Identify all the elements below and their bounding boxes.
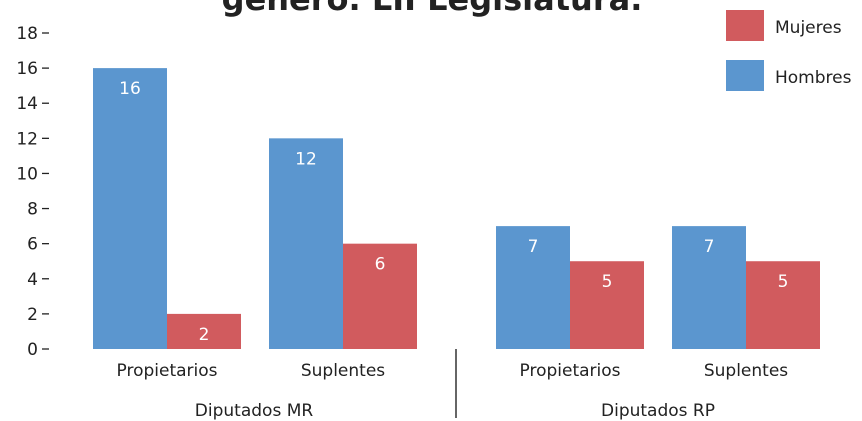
bar bbox=[167, 313, 241, 349]
value-label: 5 bbox=[778, 272, 789, 292]
y-tick-label: 2 bbox=[27, 305, 38, 325]
y-tick-label: 14 bbox=[16, 94, 38, 114]
value-label: 5 bbox=[602, 272, 613, 292]
value-label: 7 bbox=[704, 237, 715, 257]
value-label: 7 bbox=[528, 237, 539, 257]
x-tick-label: Suplentes bbox=[704, 361, 788, 381]
legend-label: Mujeres bbox=[775, 18, 842, 38]
bar bbox=[93, 68, 167, 349]
legend-label: Hombres bbox=[775, 68, 852, 88]
y-tick-label: 16 bbox=[16, 59, 38, 79]
y-tick-label: 12 bbox=[16, 129, 38, 149]
legend-swatch bbox=[726, 10, 764, 41]
y-tick-label: 0 bbox=[27, 340, 38, 360]
legend-swatch bbox=[726, 60, 764, 91]
bar bbox=[496, 226, 570, 349]
group-label: Diputados MR bbox=[195, 401, 314, 421]
y-tick-label: 10 bbox=[16, 164, 38, 184]
x-tick-label: Propietarios bbox=[117, 361, 218, 381]
value-label: 12 bbox=[295, 149, 317, 169]
y-tick-label: 4 bbox=[27, 270, 38, 290]
bar bbox=[343, 243, 417, 349]
x-tick-label: Suplentes bbox=[301, 361, 385, 381]
value-label: 16 bbox=[119, 79, 141, 99]
bar bbox=[672, 226, 746, 349]
bar bbox=[269, 138, 343, 349]
x-tick-label: Propietarios bbox=[520, 361, 621, 381]
group-label: Diputados RP bbox=[601, 401, 715, 421]
bar bbox=[746, 261, 820, 349]
chart-title: género. LII Legislatura. bbox=[222, 0, 643, 18]
value-label: 2 bbox=[199, 325, 210, 345]
value-label: 6 bbox=[375, 255, 386, 275]
y-tick-label: 8 bbox=[27, 200, 38, 220]
y-tick-label: 18 bbox=[16, 24, 38, 44]
bar bbox=[570, 261, 644, 349]
y-tick-label: 6 bbox=[27, 235, 38, 255]
